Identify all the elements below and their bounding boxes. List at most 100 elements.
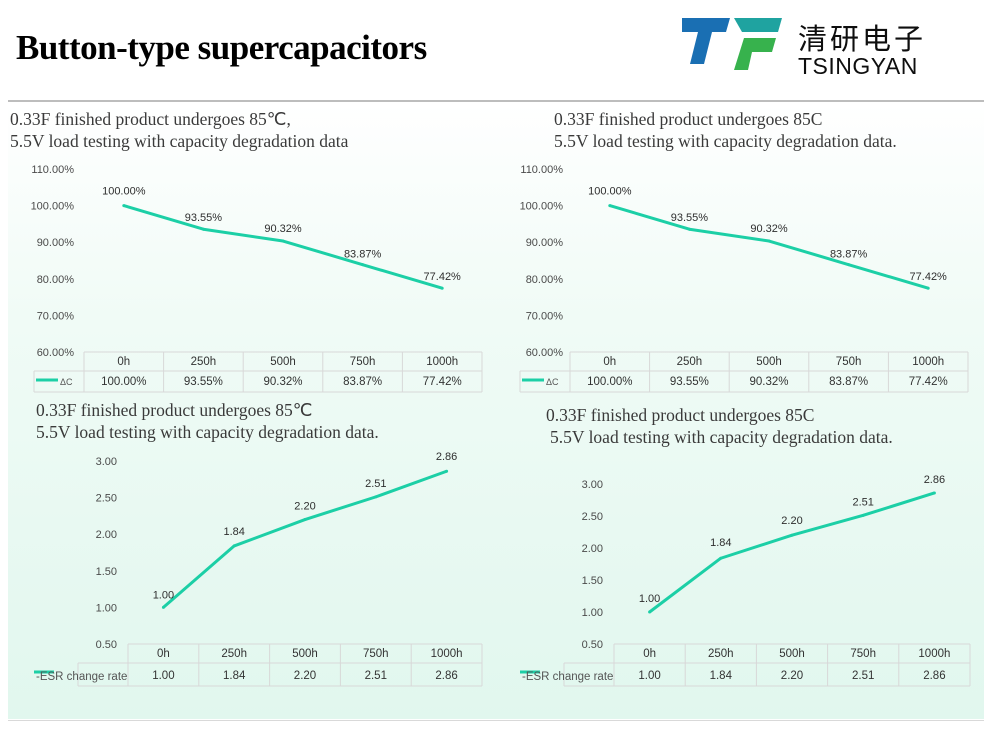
chart-2-y-tick-label: 110.00% xyxy=(520,164,563,176)
chart-2-data-point xyxy=(687,227,691,231)
logo-chinese-text: 清研电子 xyxy=(798,22,927,56)
chart-2-y-tick-label: 60.00% xyxy=(526,347,564,359)
chart-2-data-label: 100.00% xyxy=(588,186,632,198)
chart-3-table-value-cell: 1.00 xyxy=(152,670,174,682)
chart-2-table-value-cell: 90.32% xyxy=(749,376,788,388)
chart-1-table-value-cell: 93.55% xyxy=(184,376,223,388)
chart-2-y-tick-label: 100.00% xyxy=(520,201,564,213)
logo-mark-icon xyxy=(682,18,782,70)
chart-3-data-point xyxy=(374,495,378,499)
chart-1-data-label: 77.42% xyxy=(424,271,462,283)
chart-4-data-point xyxy=(648,610,652,614)
chart-3-data-point xyxy=(161,605,165,609)
chart-1-table-value-cell: 90.32% xyxy=(263,376,302,388)
chart-3-y-tick-label: 0.50 xyxy=(96,639,117,651)
chart-4-x-category-label: 1000h xyxy=(918,648,950,660)
chart-3-data-label: 1.00 xyxy=(153,589,174,601)
chart-4-data-label: 1.84 xyxy=(710,537,731,549)
chart-4-table-value-cell: 1.00 xyxy=(638,670,660,682)
chart-3-table-value-cell: 2.20 xyxy=(294,670,316,682)
chart-2-x-category-label: 1000h xyxy=(912,356,944,368)
chart-2-legend-label: ΔC xyxy=(546,377,559,387)
chart-1-y-tick-label: 90.00% xyxy=(37,237,75,249)
logo-english-text: TSINGYAN xyxy=(798,53,918,79)
chart-4-data-label: 1.00 xyxy=(639,593,660,605)
chart-1-data-point xyxy=(440,286,444,290)
chart-3-y-tick-label: 2.00 xyxy=(96,529,117,541)
chart-4-table-value-cell: 2.51 xyxy=(852,670,874,682)
chart-3-table-value-cell: 2.86 xyxy=(435,670,457,682)
chart-3-series-line xyxy=(162,469,448,609)
chart-4-series-line xyxy=(648,491,935,614)
chart-1-subtitle: 5.5V load testing with capacity degradat… xyxy=(10,131,349,151)
chart-1-data-point xyxy=(361,263,365,267)
chart-1-y-tick-label: 100.00% xyxy=(31,201,75,213)
chart-1-y-tick-label: 60.00% xyxy=(37,347,75,359)
chart-4-x-category-label: 500h xyxy=(779,648,805,660)
chart-1-data-label: 93.55% xyxy=(185,212,223,224)
chart-2-x-category-label: 250h xyxy=(677,356,703,368)
chart-3-x-category-label: 500h xyxy=(292,648,318,660)
chart-3-x-category-label: 750h xyxy=(363,648,389,660)
content-background xyxy=(8,103,984,719)
chart-2-data-label: 77.42% xyxy=(910,271,948,283)
chart-4-data-point xyxy=(932,491,936,495)
chart-3-x-category-label: 250h xyxy=(221,648,247,660)
chart-3-data-point xyxy=(232,544,236,548)
chart-1-y-tick-label: 80.00% xyxy=(37,274,75,286)
chart-1-table-value-cell: 83.87% xyxy=(343,376,382,388)
chart-3-y-tick-label: 1.50 xyxy=(96,566,117,578)
chart-2-data-point xyxy=(767,239,771,243)
chart-2-x-category-label: 750h xyxy=(836,356,862,368)
chart-4-data-point xyxy=(790,533,794,537)
chart-4-y-tick-label: 2.00 xyxy=(582,543,603,555)
chart-3-x-category-label: 1000h xyxy=(431,648,463,660)
chart-3-title: 0.33F finished product undergoes 85℃ xyxy=(36,400,313,420)
chart-3-table-value-cell: 1.84 xyxy=(223,670,246,682)
chart-4-x-category-label: 250h xyxy=(708,648,734,660)
chart-2-table-value-cell: 83.87% xyxy=(829,376,868,388)
chart-3-y-tick-label: 2.50 xyxy=(96,493,117,505)
chart-2-x-category-label: 500h xyxy=(756,356,782,368)
chart-1-x-category-label: 500h xyxy=(270,356,296,368)
chart-3-data-label: 1.84 xyxy=(223,526,244,538)
chart-2-y-tick-label: 70.00% xyxy=(526,310,564,322)
chart-4-y-tick-label: 3.00 xyxy=(582,479,603,491)
chart-2-table-value-cell: 77.42% xyxy=(909,376,948,388)
chart-4-y-tick-label: 1.00 xyxy=(582,607,603,619)
chart-1-data-point xyxy=(281,239,285,243)
chart-4-data-label: 2.20 xyxy=(781,515,802,527)
header-divider xyxy=(8,100,984,102)
chart-1-series-line xyxy=(123,204,443,290)
chart-3-legend-label: -ESR change rate xyxy=(36,671,127,683)
chart-4-data-point xyxy=(861,513,865,517)
chart-4-y-tick-label: 2.50 xyxy=(582,511,603,523)
chart-1-table-value-cell: 100.00% xyxy=(101,376,146,388)
chart-4-table-value-cell: 1.84 xyxy=(710,670,733,682)
chart-2-data-label: 93.55% xyxy=(671,212,709,224)
chart-2-data-label: 90.32% xyxy=(750,223,788,235)
chart-2-subtitle: 5.5V load testing with capacity degradat… xyxy=(554,131,897,151)
chart-2-table-value-cell: 100.00% xyxy=(587,376,632,388)
chart-4-y-tick-label: 0.50 xyxy=(582,639,603,651)
chart-3-data-label: 2.20 xyxy=(294,501,315,513)
chart-2-title: 0.33F finished product undergoes 85C xyxy=(554,109,823,129)
chart-2-y-tick-label: 90.00% xyxy=(526,237,564,249)
chart-3-data-label: 2.51 xyxy=(365,478,386,490)
chart-3-subtitle: 5.5V load testing with capacity degradat… xyxy=(36,422,379,442)
chart-4-table-value-cell: 2.20 xyxy=(781,670,803,682)
chart-2-data-point xyxy=(847,263,851,267)
chart-2-data-label: 83.87% xyxy=(830,249,868,261)
chart-3-y-tick-label: 1.00 xyxy=(96,602,117,614)
chart-1-y-tick-label: 70.00% xyxy=(37,310,75,322)
chart-2-y-tick-label: 80.00% xyxy=(526,274,564,286)
chart-4-data-label: 2.51 xyxy=(852,496,873,508)
chart-1-data-label: 83.87% xyxy=(344,249,382,261)
chart-3-y-tick-label: 3.00 xyxy=(96,456,117,468)
chart-2-x-category-label: 0h xyxy=(603,356,616,368)
chart-1-title: 0.33F finished product undergoes 85℃, xyxy=(10,109,291,129)
chart-1-data-point xyxy=(122,204,126,208)
chart-2-table-value-cell: 93.55% xyxy=(670,376,709,388)
chart-3-x-category-label: 0h xyxy=(157,648,170,660)
